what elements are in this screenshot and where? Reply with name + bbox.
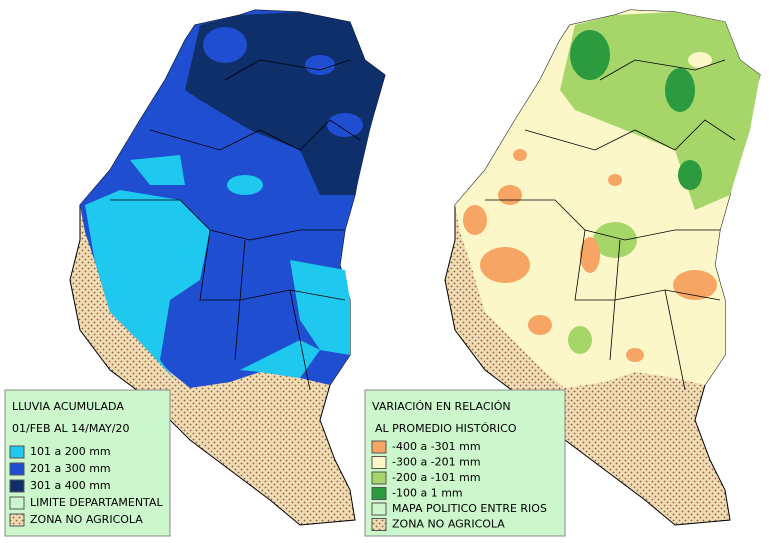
legend-swatch [371,487,387,500]
legend: LLUVIA ACUMULADA 01/FEB AL 14/MAY/20 101… [4,389,171,537]
legend-label: MAPA POLITICO ENTRE RIOS [392,502,547,515]
legend-title: VARIACIÓN EN RELACIÓN [372,400,511,413]
legend-box [364,389,566,537]
legend-swatch [9,513,25,527]
legend-box [4,389,171,537]
legend-label: ZONA NO AGRICOLA [30,513,143,526]
variation-map [444,9,761,526]
legend-swatch [9,479,25,493]
legend-swatch [371,440,387,454]
legend-subtitle: 01/FEB AL 14/MAY/20 [12,422,129,435]
legend-label: -100 a 1 mm [392,487,463,500]
legend-swatch [9,496,25,510]
legend-swatch [9,462,25,476]
legend-swatch [371,456,387,469]
legend-label: LIMITE DEPARTAMENTAL [30,496,163,509]
legend-label: 301 a 400 mm [30,479,111,492]
legend-swatch [371,471,387,485]
legend-title: LLUVIA ACUMULADA [12,400,124,413]
legend-label: -200 a -101 mm [392,471,481,484]
legend-swatch [371,502,387,516]
legend-label: 201 a 300 mm [30,462,111,475]
legend-label: 101 a 200 mm [30,445,111,458]
legend-swatch [9,445,25,459]
legend-label: -300 a -201 mm [392,456,481,469]
legend-label: ZONA NO AGRICOLA [392,518,505,531]
legend-swatch [371,518,387,531]
legend-label: -400 a -301 mm [392,440,481,453]
rain-map [69,9,386,526]
legend-subtitle: AL PROMEDIO HISTÓRICO [375,422,517,435]
legend: VARIACIÓN EN RELACIÓN AL PROMEDIO HISTÓR… [364,389,566,537]
